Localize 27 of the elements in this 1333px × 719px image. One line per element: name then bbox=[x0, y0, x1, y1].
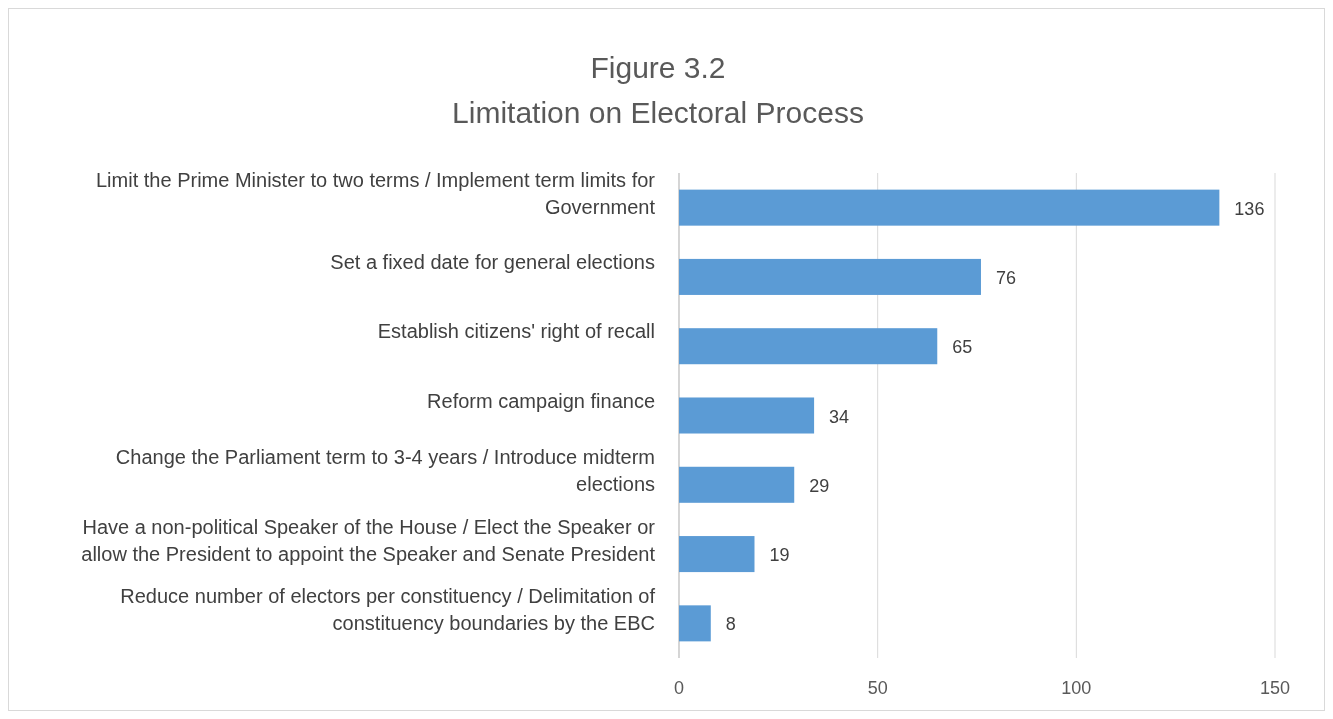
data-label: 65 bbox=[952, 337, 973, 358]
y-tick-label: Change the Parliament term to 3-4 years / Introduce midterm elections bbox=[115, 446, 655, 496]
x-tick-label: 100 bbox=[1061, 678, 1092, 698]
bar bbox=[679, 258, 981, 295]
data-label: 136 bbox=[1234, 198, 1265, 219]
y-tick-label: Have a non-political Speaker of the House / Elect the Speaker or allow the President to appoint the Speaker and Senate President bbox=[81, 515, 656, 565]
y-tick-label: Reduce number of electors per constituency / Delimitation of constituency boundaries by the EBC bbox=[120, 584, 656, 634]
data-label: 19 bbox=[769, 545, 790, 566]
y-tick-label: Set a fixed date for general elections bbox=[330, 250, 655, 273]
y-tick-label: Reform campaign finance bbox=[427, 389, 655, 412]
data-label: 76 bbox=[995, 267, 1016, 288]
chart-subtitle: Limitation on Electoral Process bbox=[452, 96, 864, 129]
bar bbox=[679, 189, 1220, 226]
bar bbox=[679, 466, 795, 503]
x-tick-label: 150 bbox=[1259, 678, 1291, 698]
data-label: 29 bbox=[809, 475, 830, 496]
y-tick-label: Limit the Prime Minister to two terms / Implement term limits for Government bbox=[95, 169, 656, 219]
bar bbox=[679, 328, 938, 365]
data-label: 34 bbox=[829, 406, 850, 427]
y-tick-label: Establish citizens' right of recall bbox=[377, 320, 655, 343]
bar bbox=[679, 536, 755, 573]
x-tick-label: 0 bbox=[673, 678, 685, 698]
bar bbox=[679, 605, 711, 642]
chart-title: Figure 3.2 bbox=[590, 51, 726, 84]
x-tick-label: 50 bbox=[867, 678, 888, 698]
bar bbox=[679, 397, 815, 434]
data-label: 8 bbox=[725, 614, 736, 635]
